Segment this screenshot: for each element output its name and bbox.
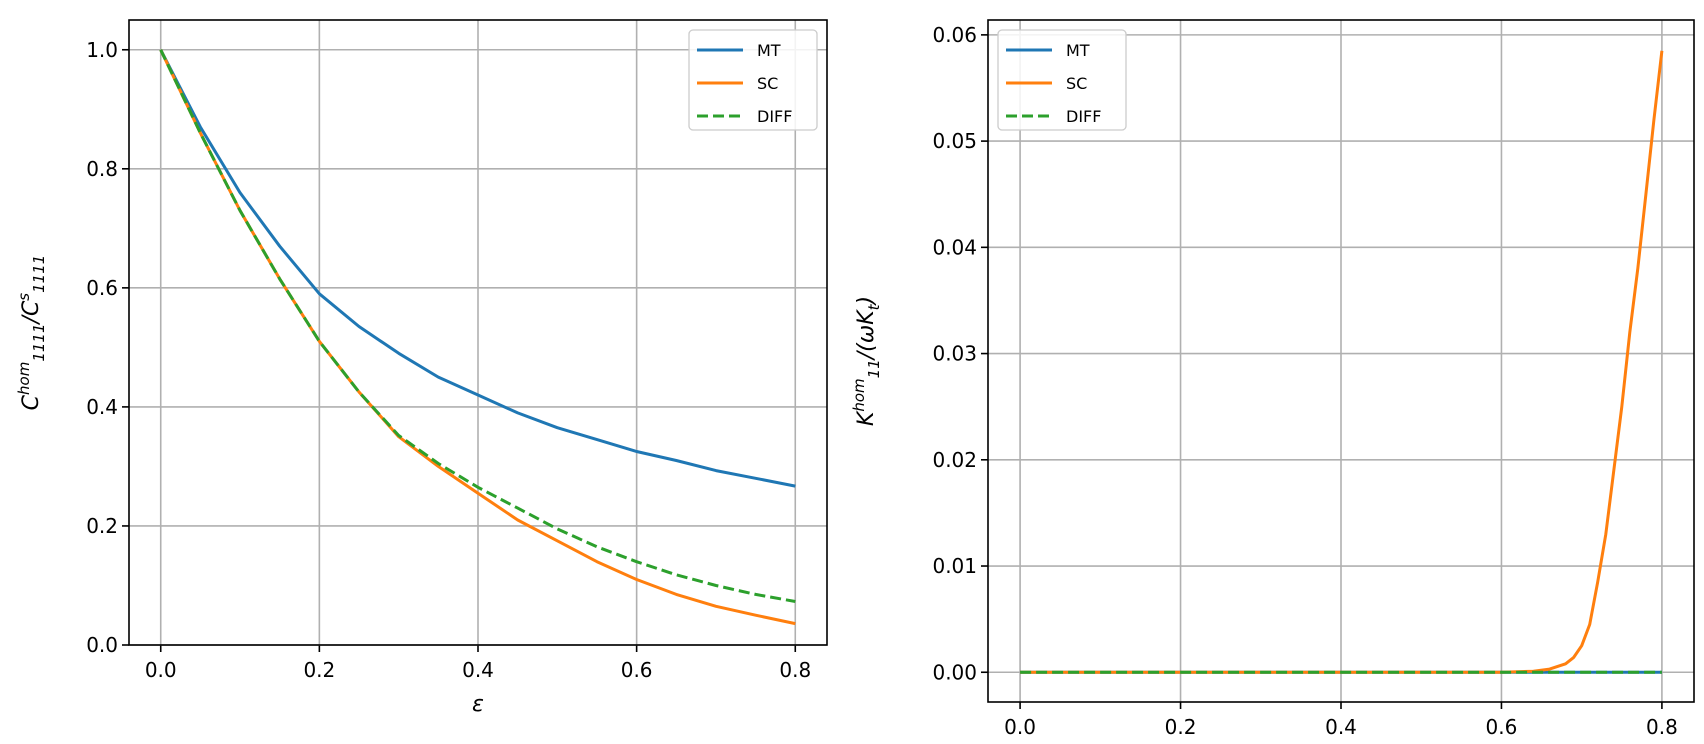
y-tick-label: 0.8: [86, 157, 118, 181]
legend-label-sc: SC: [757, 74, 778, 93]
x-tick-label: 0.6: [1486, 715, 1518, 739]
y-axis-label-part: 1111: [30, 323, 48, 361]
y-axis-label: Khom11/(ωKt): [850, 296, 883, 426]
x-tick-label: 0.2: [1165, 715, 1197, 739]
axes-frame: [128, 19, 828, 646]
y-tick-label: 0.2: [86, 514, 118, 538]
legend-label-mt: MT: [1066, 41, 1090, 60]
y-tick-label: 0.01: [932, 554, 977, 578]
x-tick-label: 0.0: [1004, 715, 1036, 739]
y-axis-label: Chom1111/Cs1111: [15, 255, 48, 411]
legend-frame: [997, 29, 1127, 131]
y-axis-label-part: C: [19, 394, 44, 410]
x-tick-label: 0.0: [145, 658, 177, 682]
y-axis-label-part: hom: [15, 362, 33, 395]
legend-label-diff: DIFF: [1066, 107, 1101, 126]
y-tick-label: 0.00: [932, 660, 977, 684]
y-tick-label: 0.4: [86, 395, 118, 419]
x-axis-label: ε: [472, 692, 484, 717]
x-tick-label: 0.8: [1646, 715, 1678, 739]
subplot-1: 0.0 0.2 0.4 0.6 0.80.00.20.40.60.81.0εChom11…: [15, 19, 828, 717]
y-tick-label: 0.0: [86, 633, 118, 657]
series-line-mt: [159, 49, 796, 488]
y-tick-label: 0.06: [932, 23, 977, 47]
y-axis-label-part: ): [854, 296, 879, 307]
x-tick-label: 0.6: [621, 658, 653, 682]
legend-label-diff: DIFF: [757, 107, 792, 126]
series-line-diff: [159, 49, 796, 603]
legend: MT SC DIFF: [997, 29, 1127, 131]
y-tick-label: 0.03: [932, 342, 977, 366]
y-tick-label: 1.0: [86, 38, 118, 62]
y-tick-label: 0.02: [932, 448, 977, 472]
x-tick-label: 0.4: [462, 658, 494, 682]
y-axis-label-part: 1111: [30, 255, 48, 293]
x-tick-label: 0.2: [303, 658, 335, 682]
y-axis-label-part: 11: [865, 359, 883, 378]
y-axis-label-part: hom: [850, 378, 868, 411]
legend-frame: [688, 29, 818, 131]
y-tick-label: 0.05: [932, 129, 977, 153]
y-axis-label-part: /(ωK: [854, 309, 879, 361]
x-tick-label: 0.4: [1325, 715, 1357, 739]
y-axis-label-part: K: [854, 410, 879, 426]
y-tick-label: 0.6: [86, 276, 118, 300]
y-axis-label-part: /C: [19, 300, 44, 325]
x-tick-label: 0.8: [779, 658, 811, 682]
subplot-2: 0.0 0.2 0.4 0.6 0.8 0.00 0.01 0.02 0.03 0.04 0.05 0…: [850, 19, 1695, 739]
legend: MT SC DIFF: [688, 29, 818, 131]
legend-label-sc: SC: [1066, 74, 1087, 93]
y-tick-label: 0.04: [932, 235, 977, 259]
y-axis-label-part: s: [15, 293, 33, 301]
axes-frame: [987, 19, 1695, 703]
y-axis-label-part: t: [865, 303, 883, 310]
legend-label-mt: MT: [757, 41, 781, 60]
